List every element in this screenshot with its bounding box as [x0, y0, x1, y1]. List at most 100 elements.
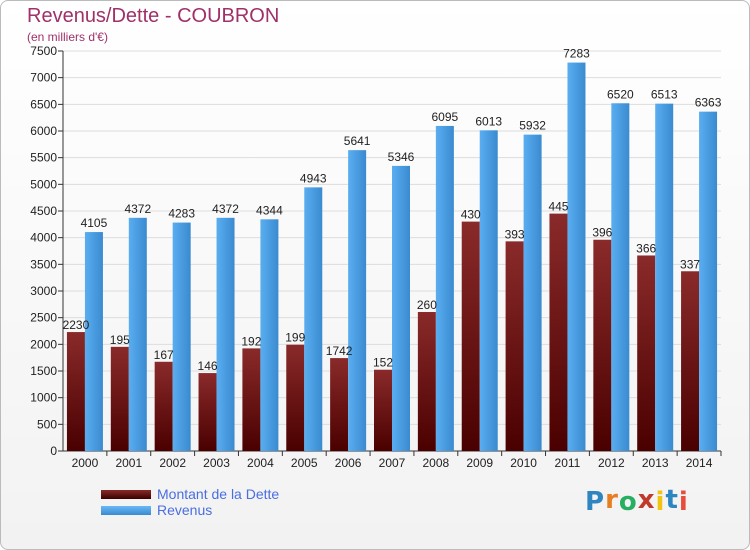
data-label-revenus-2001: 4372: [124, 202, 151, 216]
bar-revenus-2007: [392, 165, 410, 451]
y-tick-label: 0: [50, 444, 57, 458]
bar-dette-2008: [417, 312, 436, 451]
data-label-revenus-2008: 6095: [432, 110, 459, 124]
bar-revenus-2008: [435, 125, 454, 451]
bar-revenus-2013: [655, 103, 674, 451]
bars: [66, 62, 718, 452]
data-label-revenus-2009: 6013: [475, 114, 502, 128]
data-label-dette-2001: 195: [110, 333, 130, 347]
y-tick-label: 2000: [30, 337, 57, 351]
x-tick-label-2000: 2000: [72, 456, 99, 470]
bar-dette-2004: [242, 348, 261, 451]
bar-revenus-2005: [304, 187, 323, 451]
data-label-revenus-2013: 6513: [651, 88, 678, 102]
bar-dette-2001: [110, 346, 129, 451]
x-tick-label-2009: 2009: [466, 456, 493, 470]
data-label-dette-2003: 146: [198, 359, 218, 373]
logo-letter: t: [665, 485, 679, 515]
x-tick-label-2003: 2003: [203, 456, 230, 470]
x-tick-label-2001: 2001: [115, 456, 142, 470]
x-tick-label-2005: 2005: [291, 456, 318, 470]
bar-revenus-2011: [567, 62, 586, 451]
data-label-revenus-2010: 5932: [519, 119, 546, 133]
x-tick-label-2010: 2010: [510, 456, 537, 470]
x-tick-label-2013: 2013: [642, 456, 669, 470]
y-tick-label: 3000: [30, 284, 57, 298]
chart-subtitle: (en milliers d'€): [27, 30, 108, 44]
data-label-revenus-2003: 4372: [212, 202, 239, 216]
bar-dette-2006: [330, 358, 349, 451]
data-labels: 2230 4105 195 4372 167 4283 146 4372 192 4344 199 4…: [63, 47, 722, 374]
y-tick-label: 500: [37, 417, 57, 431]
legend-swatch-revenus: [101, 506, 151, 515]
y-tick-label: 1500: [30, 364, 57, 378]
x-tick-label-2006: 2006: [335, 456, 362, 470]
data-label-dette-2009: 430: [461, 208, 481, 222]
data-label-dette-2006: 1742: [326, 344, 353, 358]
data-label-revenus-2007: 5346: [388, 150, 415, 164]
data-label-revenus-2014: 6363: [695, 96, 722, 110]
data-label-revenus-2002: 4283: [168, 207, 195, 221]
y-tick-label: 4000: [30, 231, 57, 245]
y-tick-label: 6000: [30, 124, 57, 138]
bar-revenus-2002: [172, 222, 191, 451]
data-label-revenus-2006: 5641: [344, 134, 371, 148]
logo-letter: i: [678, 487, 689, 517]
y-tick-label: 3500: [30, 257, 57, 271]
x-tick-label-2008: 2008: [423, 456, 450, 470]
legend-label-revenus: Revenus: [157, 502, 213, 518]
x-tick-label-2011: 2011: [555, 456, 581, 470]
x-tick-label-2012: 2012: [598, 456, 625, 470]
bar-revenus-2012: [611, 103, 630, 452]
data-label-dette-2005: 199: [285, 331, 305, 345]
logo-letter: P: [585, 487, 606, 517]
bar-dette-2014: [681, 271, 700, 451]
y-tick-label: 2500: [30, 311, 57, 325]
bar-dette-2011: [549, 213, 568, 451]
data-label-dette-2002: 167: [154, 348, 174, 362]
y-tick-label: 6500: [30, 97, 57, 111]
chart-title: Revenus/Dette - COUBRON: [27, 5, 280, 27]
proxiti-logo: Proxiti: [585, 485, 689, 517]
data-label-dette-2007: 152: [373, 356, 393, 370]
legend-label-dette: Montant de la Dette: [157, 486, 280, 502]
data-label-dette-2010: 393: [505, 227, 525, 241]
logo-letter: x: [637, 485, 656, 515]
data-label-revenus-2004: 4344: [256, 203, 283, 217]
data-label-dette-2011: 445: [548, 200, 568, 214]
bar-revenus-2010: [523, 134, 542, 452]
data-label-dette-2013: 366: [636, 241, 656, 255]
bar-dette-2013: [637, 255, 656, 451]
y-tick-label: 4500: [30, 204, 57, 218]
data-label-dette-2012: 396: [592, 226, 612, 240]
logo-letter: i: [655, 487, 666, 517]
data-label-dette-2004: 192: [241, 334, 261, 348]
data-label-revenus-2005: 4943: [300, 171, 327, 185]
y-tick-label: 5000: [30, 177, 57, 191]
logo-letter: r: [605, 485, 619, 515]
bar-revenus-2000: [84, 232, 103, 451]
logo-letter: o: [618, 487, 638, 517]
data-label-revenus-2012: 6520: [607, 87, 634, 101]
y-tick-label: 7500: [30, 44, 57, 58]
bar-dette-2003: [198, 373, 217, 451]
bar-revenus-2001: [128, 217, 147, 451]
y-tick-label: 5500: [30, 151, 57, 165]
x-tick-label-2007: 2007: [379, 456, 406, 470]
x-tick-label-2002: 2002: [159, 456, 186, 470]
y-tick-label: 1000: [30, 391, 57, 405]
bar-dette-2000: [66, 332, 85, 451]
bar-dette-2012: [593, 239, 612, 451]
data-label-dette-2014: 337: [680, 257, 700, 271]
x-tick-label-2014: 2014: [686, 456, 713, 470]
bar-dette-2009: [461, 221, 480, 451]
data-label-dette-2000: 2230: [63, 318, 90, 332]
data-label-dette-2008: 260: [417, 298, 437, 312]
bar-dette-2010: [505, 241, 524, 451]
bar-dette-2002: [154, 361, 173, 451]
bar-revenus-2009: [479, 130, 498, 451]
axes: 0 500 1000 1500 2000 2500 3000 3500 4000 4500 5000…: [30, 44, 722, 470]
y-tick-label: 7000: [30, 71, 57, 85]
